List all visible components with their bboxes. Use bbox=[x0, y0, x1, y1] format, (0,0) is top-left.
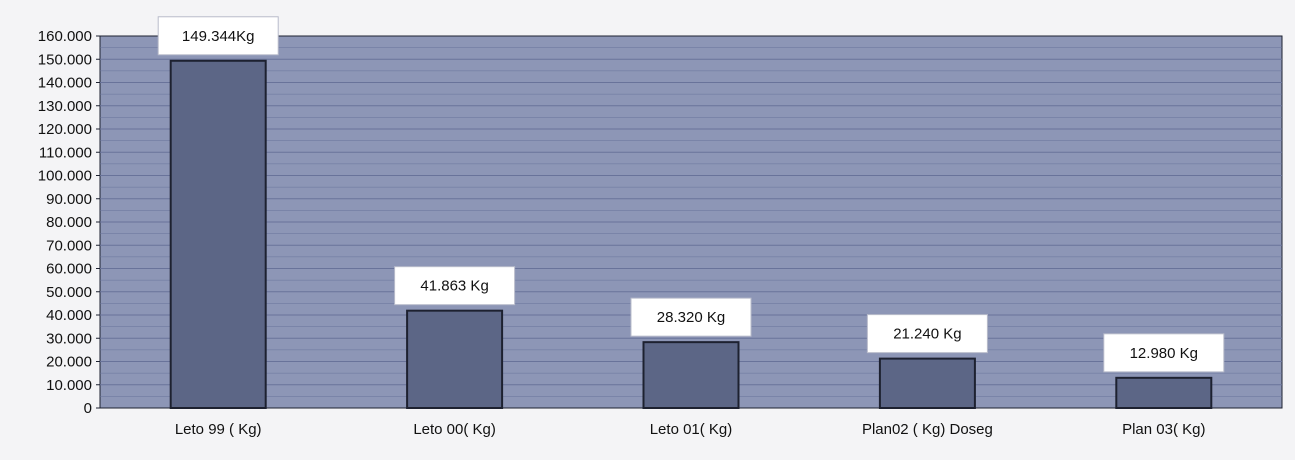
x-category-label: Leto 01( Kg) bbox=[650, 421, 733, 438]
data-label: 41.863 Kg bbox=[394, 266, 516, 306]
y-tick-label: 70.000 bbox=[46, 237, 92, 254]
bar bbox=[406, 309, 504, 409]
y-tick-label: 40.000 bbox=[46, 307, 92, 324]
y-tick-label: 150.000 bbox=[38, 51, 92, 68]
y-tick-label: 0 bbox=[84, 400, 92, 417]
y-tick-label: 110.000 bbox=[39, 144, 92, 161]
y-tick-label: 30.000 bbox=[46, 330, 92, 347]
data-labels: 149.344Kg 41.863 Kg 28.320 Kg 21.240 Kg 12.9… bbox=[157, 16, 1225, 373]
data-label-text: 28.320 Kg bbox=[657, 309, 725, 326]
gridlines bbox=[100, 47, 1282, 397]
x-category-label: Plan 03( Kg) bbox=[1122, 421, 1205, 438]
x-axis-category-labels: Leto 99 ( Kg) Leto 00( Kg) Leto 01( Kg) Pla… bbox=[175, 421, 1206, 438]
data-label-box bbox=[630, 297, 752, 337]
y-tick-label: 80.000 bbox=[46, 214, 92, 231]
data-label-box bbox=[866, 314, 988, 354]
data-label: 28.320 Kg bbox=[630, 297, 752, 337]
bars bbox=[169, 59, 1213, 410]
y-tick-label: 100.000 bbox=[38, 168, 92, 185]
y-tick-label: 20.000 bbox=[46, 354, 92, 371]
y-tick-label: 60.000 bbox=[46, 261, 92, 278]
y-tick-label: 160.000 bbox=[38, 28, 92, 45]
y-tick-label: 130.000 bbox=[38, 98, 92, 115]
x-category-label: Leto 99 ( Kg) bbox=[175, 421, 262, 438]
data-label-box bbox=[157, 16, 279, 56]
data-label: 21.240 Kg bbox=[866, 314, 988, 354]
data-label-text: 12.980 Kg bbox=[1130, 345, 1198, 362]
y-tick-label: 120.000 bbox=[38, 121, 92, 138]
data-label-text: 41.863 Kg bbox=[420, 278, 488, 295]
data-label-text: 149.344Kg bbox=[182, 28, 255, 45]
y-tick-label: 50.000 bbox=[46, 284, 92, 301]
bar bbox=[1115, 376, 1213, 410]
bar bbox=[878, 357, 976, 410]
x-category-label: Plan02 ( Kg) Doseg bbox=[862, 421, 993, 438]
data-label: 149.344Kg bbox=[157, 16, 279, 56]
bar bbox=[169, 59, 267, 409]
bar bbox=[642, 341, 740, 410]
data-label-box bbox=[1103, 333, 1225, 373]
y-axis-tick-labels: 0 10.000 20.000 30.000 40.000 50.000 60.000 70.… bbox=[38, 28, 100, 417]
x-category-label: Leto 00( Kg) bbox=[413, 421, 496, 438]
y-tick-label: 10.000 bbox=[46, 377, 92, 394]
y-tick-label: 140.000 bbox=[38, 75, 92, 92]
y-tick-label: 90.000 bbox=[46, 191, 92, 208]
data-label-box bbox=[394, 266, 516, 306]
data-label-text: 21.240 Kg bbox=[893, 326, 961, 343]
data-label: 12.980 Kg bbox=[1103, 333, 1225, 373]
